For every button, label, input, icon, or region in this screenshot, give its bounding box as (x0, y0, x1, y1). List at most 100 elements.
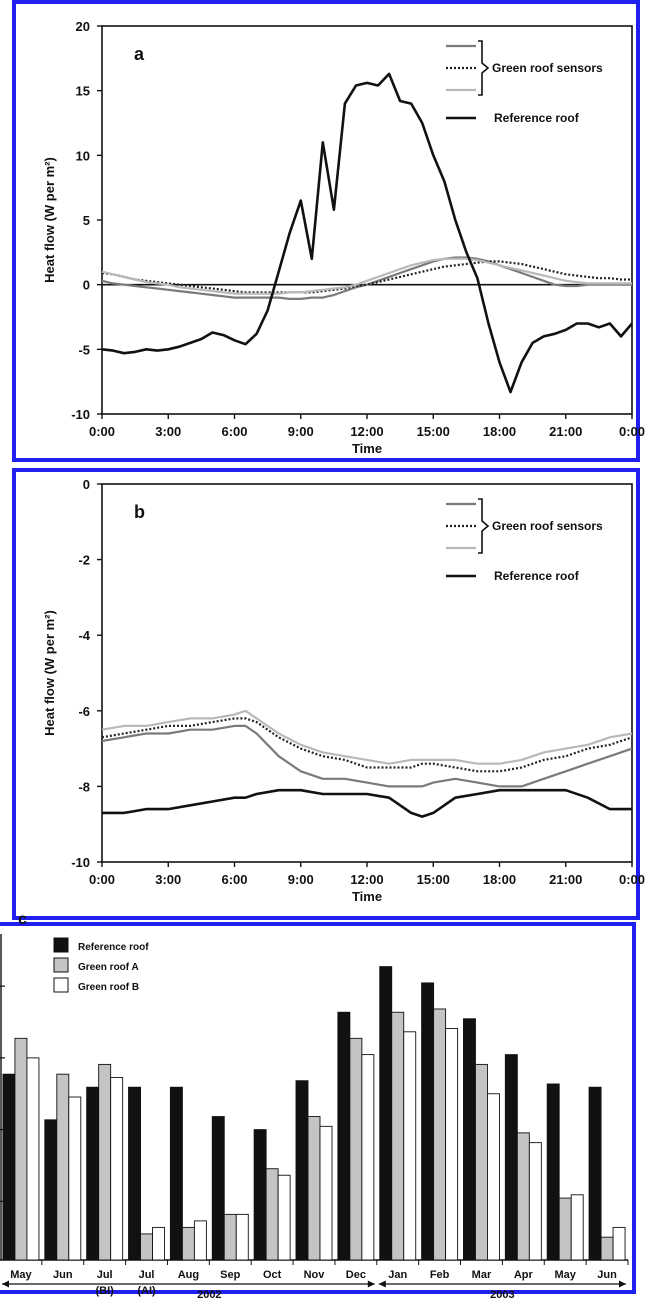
x-tick-label: Jul (139, 1269, 155, 1281)
x-tick-label: 3:00 (155, 872, 181, 887)
bar-reference-roof (44, 1119, 58, 1261)
bar-reference-roof (463, 1018, 476, 1261)
x-tick-label: Nov (304, 1269, 326, 1281)
legend-label: Green roof B (78, 982, 139, 993)
x-tick-label: May (554, 1269, 576, 1281)
x-tick-label: 9:00 (288, 424, 314, 439)
bar-green-roof-a (140, 1233, 153, 1261)
bar-green-roof-a (475, 1063, 488, 1261)
chart-panel-b: -10 -8 -6 -4 -2 0 0:00 3:00 6:00 9:00 12:00 15:00 18… (12, 468, 645, 920)
x-tick-label: 0:00 (89, 424, 115, 439)
y-tick-label: 0 (83, 278, 90, 293)
y-tick-label: -5 (78, 342, 90, 357)
bar-reference-roof (379, 966, 393, 1261)
year-span-arrowhead (378, 1280, 386, 1288)
line-chart-b: -10 -8 -6 -4 -2 0 0:00 3:00 6:00 9:00 12:00 15:00 18… (42, 477, 645, 904)
bar-green-roof-a (349, 1037, 363, 1261)
bar-green-roof-a (223, 1213, 237, 1261)
y-axis-title: Heat flow (W per m²) (42, 157, 57, 283)
x-tick-label: Mar (472, 1269, 492, 1281)
legend-swatch (53, 977, 69, 993)
x-tick-label: 15:00 (417, 424, 450, 439)
year-span-arrowhead (2, 1280, 9, 1288)
x-tick-label: 12:00 (350, 872, 383, 887)
panel-label: a (134, 44, 145, 64)
y-tick-label: 20 (76, 19, 90, 34)
x-tick-label: 12:00 (350, 424, 383, 439)
bar-green-roof-a (307, 1116, 321, 1261)
bar-green-roof-a (433, 1008, 447, 1261)
bar-green-roof-b (193, 1220, 207, 1261)
line-chart-a: -10 -5 0 5 10 15 20 0:00 3:00 6:00 9:00 12:00 15:00 1… (42, 19, 645, 456)
legend-label-reference-roof: Reference roof (494, 111, 580, 125)
bar-reference-roof (253, 1129, 267, 1261)
series-line-green-roof-sensor (101, 724, 633, 788)
bar-reference-roof (337, 1011, 351, 1261)
x-tick-label: 0:00 (89, 872, 115, 887)
y-tick-label: 10 (76, 148, 90, 163)
bar-green-roof-b (403, 1031, 417, 1261)
x-tick-label: Sep (220, 1269, 240, 1281)
bar-green-roof-b (277, 1174, 291, 1261)
bar-green-roof-a (14, 1037, 28, 1261)
year-label: 2003 (490, 1289, 514, 1301)
bar-reference-roof (421, 982, 435, 1261)
bar-green-roof-b (570, 1194, 584, 1261)
bar-green-roof-b (235, 1213, 249, 1261)
x-tick-label: 18:00 (483, 424, 516, 439)
legend-label-green-roof-sensors: Green roof sensors (492, 61, 603, 75)
series-line-reference-roof (101, 72, 633, 394)
series-line-green-roof-sensor (101, 717, 633, 773)
y-tick-label: -10 (71, 855, 90, 870)
y-tick-label: 5 (83, 213, 90, 228)
bar-green-roof-a (600, 1236, 614, 1261)
year-span-arrowhead (619, 1280, 626, 1288)
bar-reference-roof (128, 1086, 141, 1261)
y-tick-label: -8 (78, 779, 90, 794)
bar-green-roof-b (26, 1057, 40, 1261)
legend-swatch (53, 957, 69, 973)
bar-green-roof-a (98, 1063, 112, 1261)
x-tick-label: 6:00 (221, 872, 247, 887)
chart-panel-a: -10 -5 0 5 10 15 20 0:00 3:00 6:00 9:00 12:00 15:00 1… (12, 0, 645, 462)
bar-reference-roof (588, 1086, 602, 1261)
x-axis-title: Time (352, 441, 382, 456)
panel-label-c: c (18, 911, 27, 928)
legend-label-green-roof-sensors: Green roof sensors (492, 519, 603, 533)
x-tick-label: 15:00 (417, 872, 450, 887)
bar-reference-roof (211, 1116, 225, 1261)
x-tick-label: May (10, 1269, 32, 1281)
panel-label: b (134, 502, 145, 522)
y-axis-title: Heat flow (W per m²) (42, 610, 57, 736)
bar-green-roof-a (516, 1132, 530, 1261)
bar-green-roof-b (528, 1142, 542, 1261)
chart-panel-c: May Jun Jul (BI) Jul (AI) Aug Sep Oct Nov Dec Jan Fe… (0, 922, 636, 1301)
bar-green-roof-b (487, 1093, 500, 1261)
x-tick-label: 18:00 (483, 872, 516, 887)
legend-label-reference-roof: Reference roof (494, 569, 580, 583)
bar-reference-roof (504, 1054, 518, 1261)
bar-chart-c: May Jun Jul (BI) Jul (AI) Aug Sep Oct Nov Dec Jan Fe… (0, 934, 629, 1301)
x-tick-label: Feb (430, 1269, 450, 1281)
bar-green-roof-b (152, 1226, 165, 1261)
legend-brace (478, 40, 490, 96)
legend-swatch (53, 937, 69, 953)
x-tick-label: 3:00 (155, 424, 181, 439)
y-tick-label: 0 (83, 477, 90, 492)
bar-green-roof-a (265, 1168, 279, 1261)
series-line-green-roof-sensor (101, 257, 632, 295)
bar-green-roof-b (361, 1054, 375, 1261)
series-line-reference-roof (102, 788, 632, 818)
legend-label: Green roof A (78, 962, 139, 973)
bar-green-roof-a (56, 1073, 70, 1261)
x-tick-label: Jul (97, 1269, 113, 1281)
x-tick-label: Jun (53, 1269, 73, 1281)
x-tick-sublabel: (AI) (137, 1285, 156, 1297)
bar-reference-roof (295, 1080, 309, 1261)
y-tick-label: -2 (78, 553, 90, 568)
bar-reference-roof (86, 1086, 100, 1261)
bar-green-roof-b (68, 1096, 82, 1261)
x-tick-label: 0:00 (619, 872, 645, 887)
series-line-green-roof-sensor (101, 709, 633, 765)
year-label: 2002 (197, 1289, 221, 1301)
